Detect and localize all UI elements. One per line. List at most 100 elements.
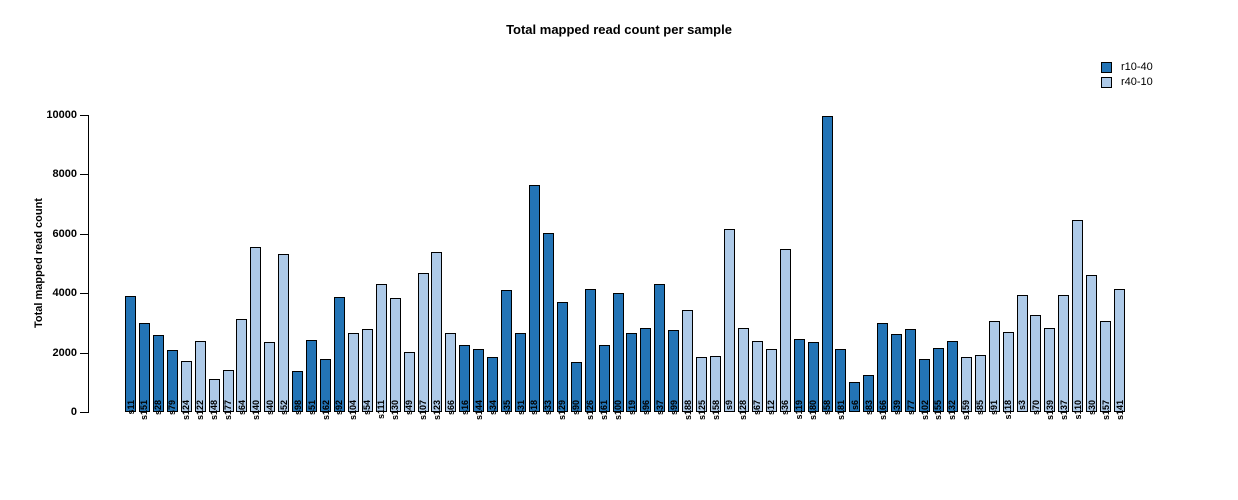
x-tick-label: s166 (878, 400, 888, 421)
bar-s37 (654, 284, 665, 412)
bar-s130 (390, 298, 401, 412)
x-tick-label: s119 (794, 400, 804, 420)
x-tick-label: s12 (766, 400, 776, 416)
bar-s30 (1086, 275, 1097, 412)
x-tick-label: s67 (752, 400, 762, 416)
x-tick-label: s180 (808, 400, 818, 421)
x-tick-label: s148 (209, 400, 219, 421)
x-tick-label: s91 (989, 400, 999, 416)
bar-s119 (794, 339, 805, 412)
x-tick-label: s28 (153, 400, 163, 416)
legend: r10-40 r40-10 (1101, 62, 1153, 92)
bar-s151 (139, 323, 150, 412)
x-tick-label: s157 (1101, 400, 1111, 421)
x-tick-label: s126 (585, 400, 595, 421)
x-tick-label: s111 (376, 400, 386, 420)
x-tick-label: s33 (543, 400, 553, 416)
x-tick-label: s35 (502, 400, 512, 416)
bar-s28 (153, 335, 164, 412)
x-tick-label: s40 (265, 400, 275, 416)
x-tick-label: s19 (627, 400, 637, 416)
bar-s155 (933, 348, 944, 412)
x-tick-label: s37 (655, 400, 665, 416)
x-tick-label: s18 (529, 400, 539, 416)
bar-s64 (236, 319, 247, 412)
legend-row-r40-10: r40-10 (1101, 77, 1153, 88)
bar-s66 (445, 333, 456, 412)
x-tick-label: s158 (711, 400, 721, 421)
bar-s77 (905, 329, 916, 412)
bar-s100 (613, 293, 624, 412)
bar-s52 (278, 254, 289, 412)
x-tick-label: s83 (864, 400, 874, 416)
x-tick-label: s129 (557, 400, 567, 421)
bar-s188 (682, 310, 693, 412)
y-tick-label: 2000 (52, 346, 77, 359)
y-tick-label: 6000 (52, 227, 77, 240)
bar-s157 (1100, 321, 1111, 412)
x-tick-label: s99 (669, 400, 679, 416)
x-tick-label: s58 (822, 400, 832, 416)
bar-s9 (724, 229, 735, 412)
x-tick-label: s6 (850, 400, 860, 411)
x-tick-label: s30 (1087, 400, 1097, 416)
bar-s11 (125, 296, 136, 412)
x-tick-label: s140 (251, 400, 261, 421)
bar-s104 (348, 333, 359, 412)
x-tick-label: s110 (1073, 400, 1083, 420)
x-tick-label: s70 (1031, 400, 1041, 416)
bar-s144 (473, 349, 484, 412)
y-axis-line (88, 115, 89, 413)
x-tick-label: s79 (167, 400, 177, 416)
y-tick-label: 10000 (46, 109, 77, 121)
y-tick-label: 8000 (52, 168, 77, 181)
x-tick-label: s16 (460, 400, 470, 416)
x-tick-label: s118 (1003, 400, 1013, 420)
x-tick-label: s100 (613, 400, 623, 421)
y-tick-mark (80, 174, 88, 176)
y-tick-mark (80, 293, 88, 295)
bar-s70 (1030, 315, 1041, 412)
x-tick-label: s51 (307, 400, 317, 416)
bar-s67 (752, 341, 763, 412)
y-tick-mark (80, 352, 88, 354)
bar-s139 (1044, 328, 1055, 412)
bar-s137 (1058, 295, 1069, 412)
bar-s181 (835, 349, 846, 412)
x-tick-label: s52 (279, 400, 289, 416)
bar-s166 (877, 323, 888, 412)
x-tick-label: s139 (1045, 400, 1055, 421)
x-tick-label: s123 (432, 400, 442, 421)
x-tick-label: s66 (446, 400, 456, 416)
x-tick-label: s107 (418, 400, 428, 421)
bar-s128 (738, 328, 749, 412)
x-tick-label: s96 (641, 400, 651, 416)
legend-label-r10-40: r10-40 (1121, 61, 1153, 73)
x-tick-label: s161 (599, 400, 609, 421)
x-tick-label: s77 (906, 400, 916, 416)
x-tick-label: s92 (334, 400, 344, 416)
bar-s123 (431, 252, 442, 412)
y-tick-mark (80, 412, 88, 413)
x-tick-label: s124 (181, 400, 191, 421)
bar-s107 (418, 273, 429, 412)
x-tick-label: s3 (1017, 400, 1027, 411)
x-tick-label: s155 (933, 400, 943, 421)
bar-s126 (585, 289, 596, 412)
y-tick-mark (80, 115, 88, 116)
x-tick-label: s130 (390, 400, 400, 421)
bar-s140 (250, 247, 261, 412)
y-tick-mark (80, 233, 88, 235)
bar-s180 (808, 342, 819, 412)
bar-s92 (334, 297, 345, 412)
bar-s90 (571, 362, 582, 412)
bar-s34 (487, 357, 498, 412)
x-tick-label: s104 (348, 400, 358, 421)
bar-s18 (529, 185, 540, 412)
bar-s36 (780, 249, 791, 412)
bar-s159 (961, 357, 972, 412)
bar-s158 (710, 356, 721, 412)
x-tick-label: s11 (126, 400, 136, 415)
